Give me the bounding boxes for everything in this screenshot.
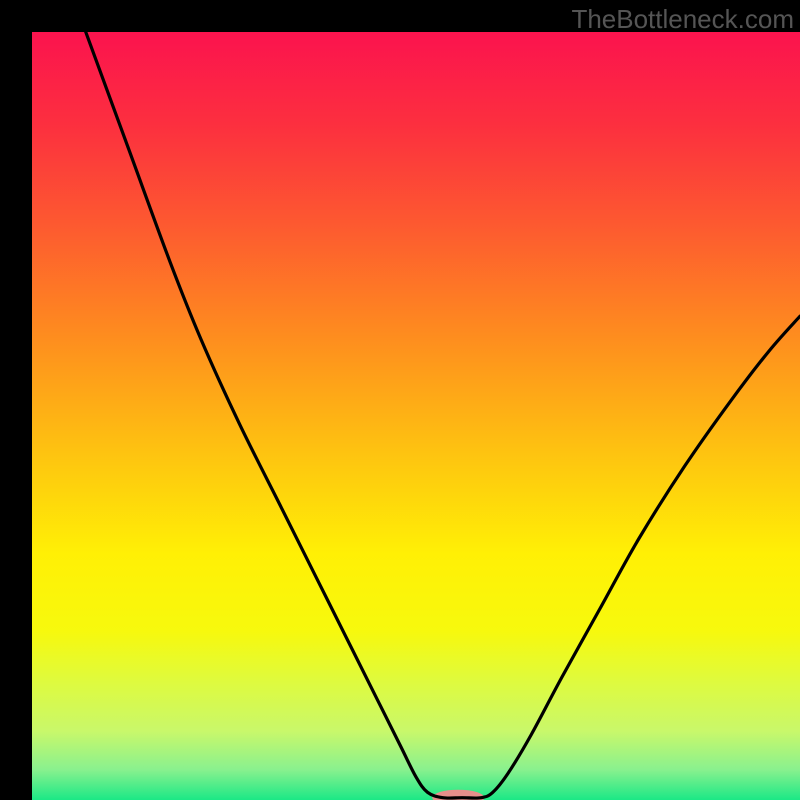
chart-overlay [0,0,800,800]
bottleneck-curve [86,32,800,798]
watermark-text: TheBottleneck.com [571,4,794,35]
chart-canvas: TheBottleneck.com [0,0,800,800]
